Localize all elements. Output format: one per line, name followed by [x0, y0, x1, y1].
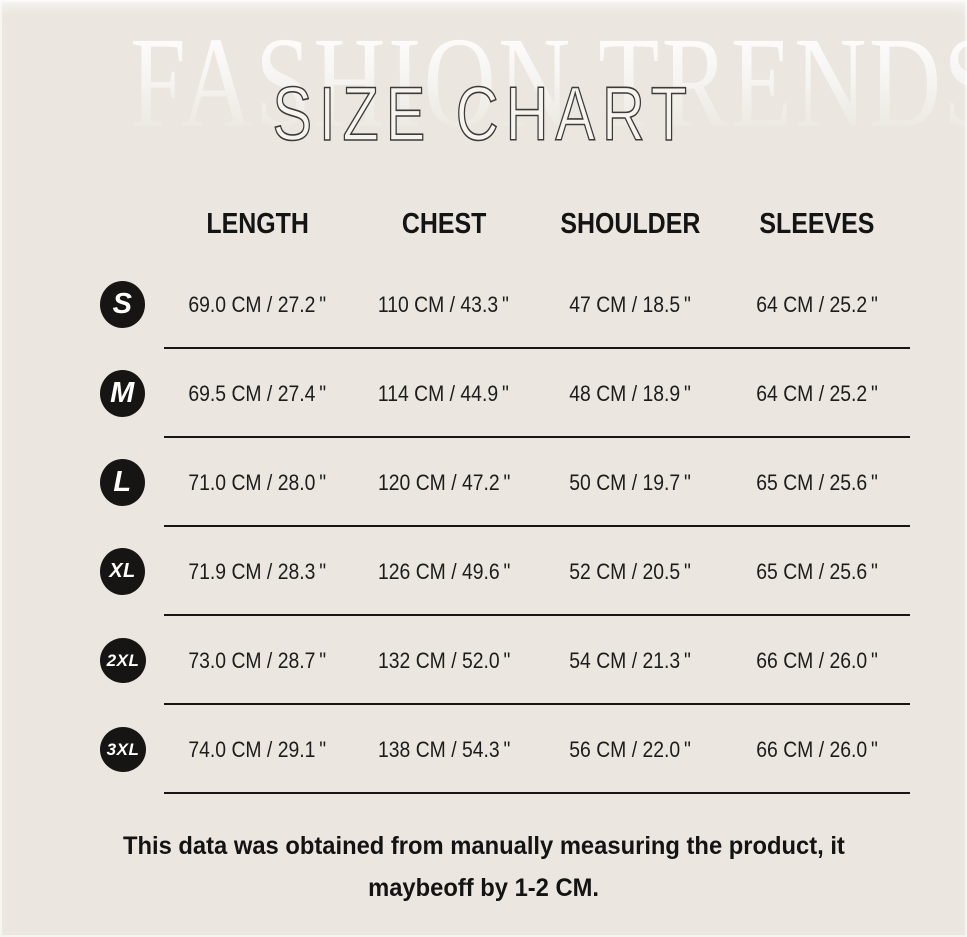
- table-header-row: LENGTH CHEST SHOULDER SLEEVES: [100, 196, 910, 252]
- length-value: 74.0 CM / 29.1 ": [188, 736, 327, 762]
- column-header-chest: CHEST: [401, 207, 487, 240]
- table-row-xl: XL 71.9 CM / 28.3 " 126 CM / 49.6 " 52 C…: [100, 527, 910, 616]
- shoulder-value: 56 CM / 22.0 ": [569, 736, 692, 762]
- sleeves-value: 66 CM / 26.0 ": [755, 736, 878, 762]
- length-value: 69.5 CM / 27.4 ": [188, 380, 327, 406]
- sleeves-value: 66 CM / 26.0 ": [755, 647, 878, 673]
- brand-watermark-wrap: FASHION TRENDS: [0, 18, 967, 148]
- size-badge-m: M: [100, 370, 145, 417]
- disclaimer-section: This data was obtained from manually mea…: [0, 825, 967, 909]
- shoulder-value: 52 CM / 20.5 ": [569, 558, 692, 584]
- chest-value: 126 CM / 49.6 ": [377, 558, 510, 584]
- sleeves-value: 65 CM / 25.6 ": [755, 558, 878, 584]
- badge-cell: 3XL: [100, 727, 164, 772]
- shoulder-value: 48 CM / 18.9 ": [569, 380, 692, 406]
- length-value: 71.0 CM / 28.0 ": [188, 469, 327, 495]
- size-badge-3xl: 3XL: [100, 727, 146, 772]
- disclaimer-line-2: maybeoff by 1-2 CM.: [368, 874, 599, 902]
- table-row-m: M 69.5 CM / 27.4 " 114 CM / 44.9 " 48 CM…: [100, 349, 910, 438]
- hero-section: FASHION TRENDS SIZE CHART: [0, 0, 967, 190]
- chest-value: 120 CM / 47.2 ": [377, 469, 510, 495]
- size-badge-s: S: [100, 281, 145, 328]
- badge-cell: S: [100, 281, 164, 328]
- length-value: 69.0 CM / 27.2 ": [188, 291, 327, 317]
- table-row-2xl: 2XL 73.0 CM / 28.7 " 132 CM / 52.0 " 54 …: [100, 616, 910, 705]
- page-title: SIZE CHART: [272, 72, 695, 157]
- size-badge-l: L: [100, 459, 145, 506]
- length-value: 73.0 CM / 28.7 ": [188, 647, 327, 673]
- chest-value: 110 CM / 43.3 ": [378, 291, 510, 317]
- badge-cell: XL: [100, 548, 164, 595]
- badge-cell: 2XL: [100, 638, 164, 683]
- column-header-length: LENGTH: [205, 207, 309, 240]
- table-row-s: S 69.0 CM / 27.2 " 110 CM / 43.3 " 47 CM…: [100, 260, 910, 349]
- sleeves-value: 64 CM / 25.2 ": [755, 291, 878, 317]
- length-value: 71.9 CM / 28.3 ": [188, 558, 327, 584]
- table-body: S 69.0 CM / 27.2 " 110 CM / 43.3 " 47 CM…: [100, 260, 910, 794]
- column-header-shoulder: SHOULDER: [560, 207, 701, 240]
- size-table: LENGTH CHEST SHOULDER SLEEVES S 69.0 CM …: [100, 196, 910, 794]
- size-badge-2xl: 2XL: [100, 638, 146, 683]
- disclaimer-line-1: This data was obtained from manually mea…: [122, 832, 845, 860]
- table-row-3xl: 3XL 74.0 CM / 29.1 " 138 CM / 54.3 " 56 …: [100, 705, 910, 794]
- badge-cell: M: [100, 370, 164, 417]
- sleeves-value: 65 CM / 25.6 ": [755, 469, 878, 495]
- chest-value: 114 CM / 44.9 ": [378, 380, 510, 406]
- column-header-sleeves: SLEEVES: [759, 207, 875, 240]
- shoulder-value: 54 CM / 21.3 ": [569, 647, 692, 673]
- table-row-l: L 71.0 CM / 28.0 " 120 CM / 47.2 " 50 CM…: [100, 438, 910, 527]
- chest-value: 132 CM / 52.0 ": [377, 647, 510, 673]
- badge-cell: L: [100, 459, 164, 506]
- brand-watermark: FASHION TRENDS: [130, 18, 967, 148]
- page-title-wrap: SIZE CHART: [0, 72, 967, 157]
- shoulder-value: 50 CM / 19.7 ": [569, 469, 692, 495]
- chest-value: 138 CM / 54.3 ": [377, 736, 510, 762]
- size-badge-xl: XL: [100, 548, 145, 595]
- sleeves-value: 64 CM / 25.2 ": [755, 380, 878, 406]
- shoulder-value: 47 CM / 18.5 ": [569, 291, 692, 317]
